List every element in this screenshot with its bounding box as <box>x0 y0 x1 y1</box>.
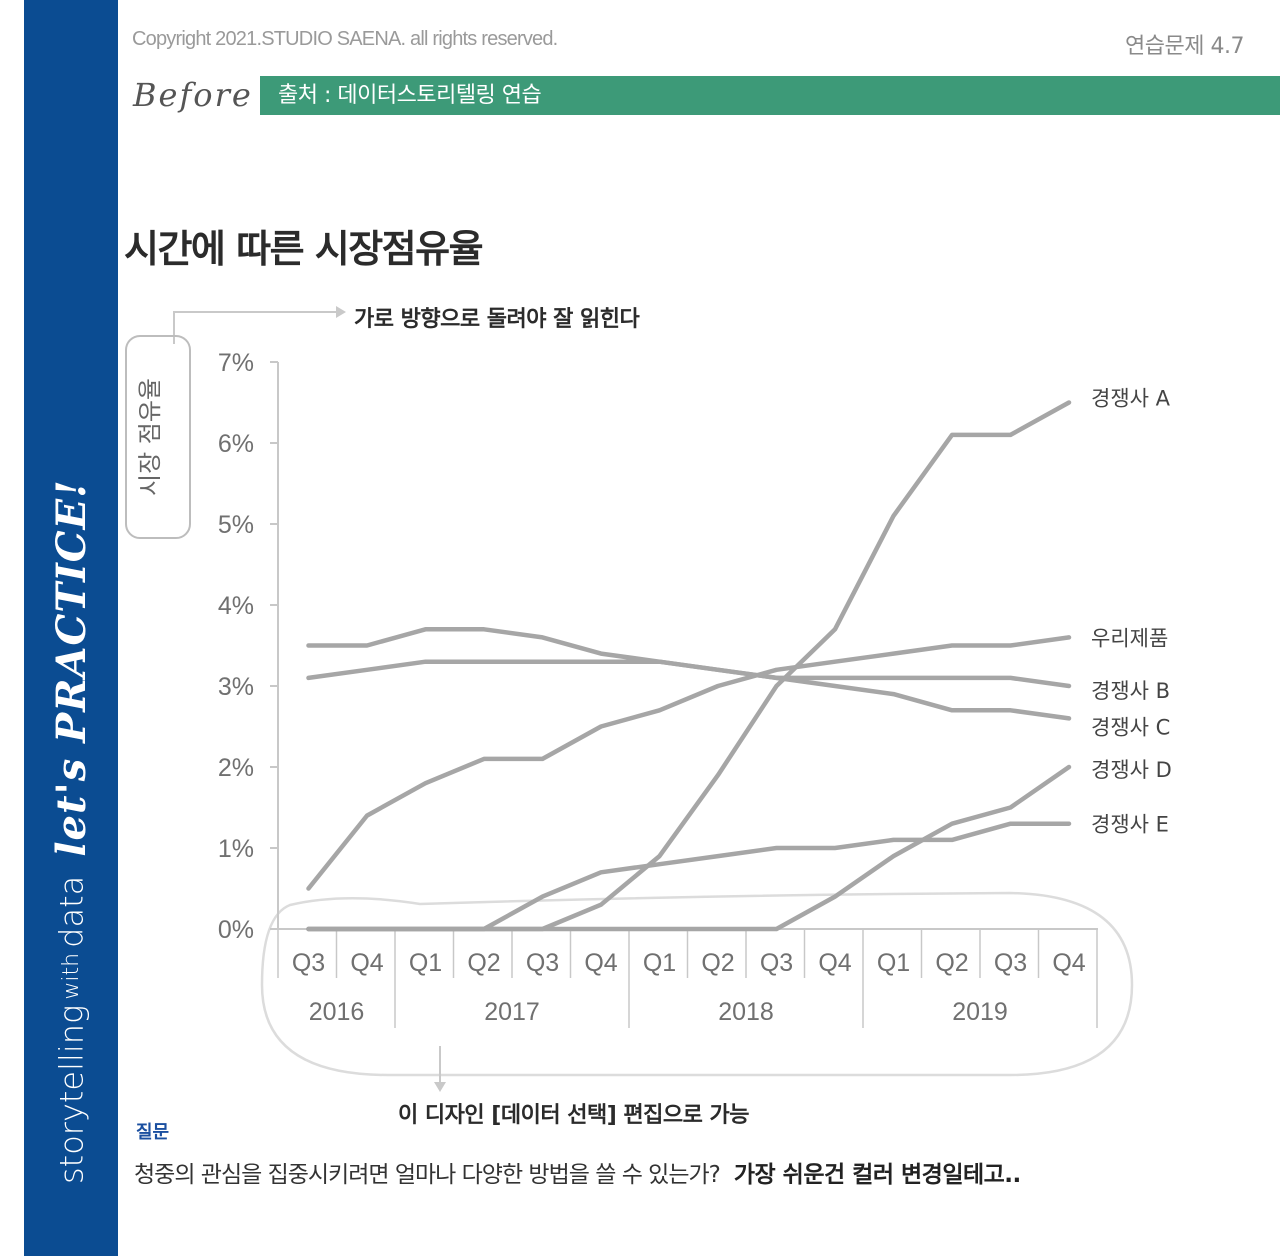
year-label: 2019 <box>952 998 1008 1026</box>
top-arrow-head <box>336 306 346 318</box>
question-label: 질문 <box>136 1122 170 1143</box>
y-tick-label: 3% <box>218 673 254 701</box>
series-label: 우리제품 <box>1091 626 1168 650</box>
series-line <box>306 627 1072 721</box>
y-ticks: 0% 1% 2% 3% 4% 5% 6% 7% <box>218 349 278 944</box>
question-line: 청중의 관심을 집중시키려면 얼마나 다양한 방법을 쓸 수 있는가? 가장 쉬운… <box>134 1155 1021 1189</box>
x-tick-label: Q2 <box>467 949 500 977</box>
y-tick-label: 6% <box>218 430 254 458</box>
series-label: 경쟁사 B <box>1091 679 1170 703</box>
y-tick-label: 7% <box>218 349 254 377</box>
year-label: 2018 <box>718 998 774 1026</box>
year-label: 2016 <box>309 998 365 1026</box>
x-tick-label: Q1 <box>409 949 442 977</box>
ylabel-box <box>125 335 191 539</box>
x-tick-label: Q4 <box>818 949 851 977</box>
x-tick-label: Q3 <box>526 949 559 977</box>
y-tick-label: 5% <box>218 511 254 539</box>
x-tick-label: Q2 <box>935 949 968 977</box>
series-label: 경쟁사 D <box>1091 758 1172 782</box>
x-tick-label: Q3 <box>292 949 325 977</box>
annotation-top: 가로 방향으로 돌려야 잘 읽힌다 <box>354 307 641 332</box>
x-axis-callout <box>260 891 1134 1077</box>
x-tick-label: Q4 <box>350 949 383 977</box>
series-lines <box>306 400 1072 932</box>
series-line <box>306 821 1072 932</box>
x-tick-label: Q3 <box>994 949 1027 977</box>
y-axis-label: 시장 점유율 <box>136 378 164 496</box>
top-arrow-line <box>173 311 336 344</box>
x-tick-label: Q2 <box>701 949 734 977</box>
y-tick-label: 2% <box>218 754 254 782</box>
y-tick-label: 4% <box>218 592 254 620</box>
x-tick-label: Q3 <box>760 949 793 977</box>
series-label: 경쟁사 C <box>1091 715 1170 739</box>
x-tick-label: Q4 <box>584 949 617 977</box>
exercise-number: 연습문제 4.7 <box>1125 34 1244 59</box>
question-answer: 가장 쉬운건 컬러 변경일테고.. <box>733 1162 1021 1188</box>
series-label: 경쟁사 E <box>1091 813 1169 837</box>
series-label: 경쟁사 A <box>1091 387 1171 411</box>
before-label: Before <box>133 76 253 114</box>
sidebar: storytelling with data let's PRACTICE! <box>24 0 118 1256</box>
source-text: 출처 : 데이터스토리텔링 연습 <box>278 83 542 108</box>
year-label: 2017 <box>484 998 540 1026</box>
y-tick-label: 1% <box>218 835 254 863</box>
x-tick-label: Q4 <box>1052 949 1085 977</box>
x-tick-label: Q1 <box>877 949 910 977</box>
chart-title: 시간에 따른 시장점유율 <box>124 227 484 271</box>
x-tick-label: Q1 <box>643 949 676 977</box>
bottom-arrow-head <box>434 1082 446 1092</box>
series-line <box>306 635 1072 891</box>
annotation-bottom: 이 디자인 [데이터 선택] 편집으로 가능 <box>398 1103 749 1128</box>
y-tick-label: 0% <box>218 916 254 944</box>
source-bar: 출처 : 데이터스토리텔링 연습 <box>260 76 1280 115</box>
x-ticks: Q3 Q4 Q1 Q2 Q3 Q4 Q1 Q2 Q3 Q4 Q1 Q2 Q3 Q4 2016 2017 2018… <box>277 929 1098 1028</box>
copyright-text: Copyright 2021.STUDIO SAENA. all rights … <box>132 28 558 50</box>
question-text: 청중의 관심을 집중시키려면 얼마나 다양한 방법을 쓸 수 있는가? <box>134 1162 721 1188</box>
